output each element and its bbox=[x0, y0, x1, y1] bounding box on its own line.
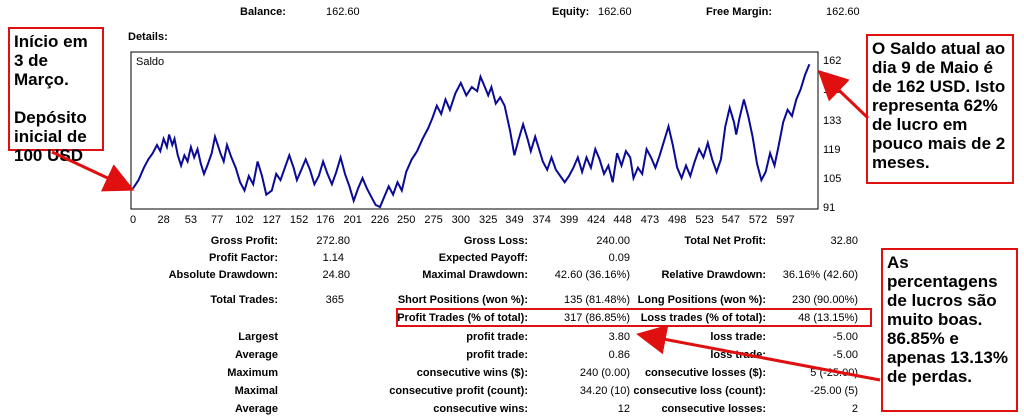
gross-loss-value: 240.00 bbox=[596, 235, 630, 247]
x-tick-label: 250 bbox=[397, 214, 415, 226]
x-tick-label: 498 bbox=[668, 214, 686, 226]
equity-label: Equity: bbox=[552, 6, 590, 18]
largest-profit-value: 3.80 bbox=[608, 331, 630, 343]
x-tick-label: 102 bbox=[235, 214, 253, 226]
x-tick-label: 523 bbox=[695, 214, 713, 226]
average-label: Average bbox=[234, 349, 278, 361]
expected-payoff-value: 0.09 bbox=[608, 252, 630, 264]
y-tick-label: 91 bbox=[823, 202, 835, 214]
total-net-profit-label: Total Net Profit: bbox=[684, 235, 766, 247]
largest-profit-label: profit trade: bbox=[466, 331, 528, 343]
average-loss-value: -5.00 bbox=[832, 349, 858, 361]
x-tick-label: 77 bbox=[211, 214, 223, 226]
relative-drawdown-value: 36.16% (42.60) bbox=[782, 269, 858, 281]
profit-factor-label: Profit Factor: bbox=[208, 252, 278, 264]
y-tick-label: 133 bbox=[823, 115, 841, 127]
y-tick-label: 119 bbox=[823, 144, 841, 156]
x-tick-label: 424 bbox=[587, 214, 605, 226]
x-tick-label: 572 bbox=[749, 214, 767, 226]
y-tick-label: 148 bbox=[823, 84, 841, 96]
x-tick-label: 275 bbox=[424, 214, 442, 226]
average-profit-label: profit trade: bbox=[466, 349, 528, 361]
start-deposit-note: Início em 3 de Março. Depósito inicial d… bbox=[8, 27, 104, 165]
x-tick-label: 448 bbox=[613, 214, 631, 226]
absolute-drawdown-value: 24.80 bbox=[322, 269, 350, 281]
profit-factor-value: 1.14 bbox=[322, 252, 344, 264]
x-tick-label: 28 bbox=[157, 214, 169, 226]
expected-payoff-label: Expected Payoff: bbox=[438, 252, 528, 264]
x-tick-label: 152 bbox=[290, 214, 308, 226]
largest-loss-value: -5.00 bbox=[832, 331, 858, 343]
max-consecutive-losses-value: 5 (-25.00) bbox=[810, 367, 858, 379]
largest-loss-label: loss trade: bbox=[710, 331, 766, 343]
x-tick-label: 0 bbox=[130, 214, 136, 226]
max-consecutive-wins-label: consecutive wins ($): bbox=[416, 367, 528, 379]
average-loss-label: loss trade: bbox=[710, 349, 766, 361]
total-trades-label: Total Trades: bbox=[210, 294, 278, 306]
chart-frame bbox=[130, 51, 819, 210]
maximal-consecutive-profit-label: consecutive profit (count): bbox=[389, 385, 528, 397]
x-tick-label: 226 bbox=[371, 214, 389, 226]
balance-label: Balance: bbox=[240, 6, 286, 18]
max-consecutive-losses-label: consecutive losses ($): bbox=[644, 367, 766, 379]
equity-value: 162.60 bbox=[598, 6, 632, 18]
long-positions-value: 230 (90.00%) bbox=[791, 294, 858, 306]
loss-trades-value: 48 (13.15%) bbox=[798, 312, 858, 324]
average-profit-value: 0.86 bbox=[608, 349, 630, 361]
x-tick-label: 597 bbox=[776, 214, 794, 226]
profit-trades-value: 317 (86.85%) bbox=[563, 312, 630, 324]
series-line-saldo bbox=[132, 63, 811, 209]
maximal-drawdown-value: 42.60 (36.16%) bbox=[554, 269, 630, 281]
profit-loss-highlight-box bbox=[396, 308, 872, 327]
x-tick-label: 473 bbox=[641, 214, 659, 226]
maximal-consecutive-profit-value: 34.20 (10) bbox=[579, 385, 630, 397]
current-balance-note: O Saldo atual ao dia 9 de Maio é de 162 … bbox=[866, 34, 1014, 184]
long-positions-label: Long Positions (won %): bbox=[637, 294, 766, 306]
x-tick-label: 399 bbox=[560, 214, 578, 226]
short-positions-label: Short Positions (won %): bbox=[397, 294, 528, 306]
total-trades-value: 365 bbox=[325, 294, 344, 306]
details-label: Details: bbox=[128, 31, 168, 43]
profit-percentage-note: As percentagens de lucros são muito boas… bbox=[881, 248, 1018, 412]
chart-title: Saldo bbox=[136, 56, 164, 68]
x-tick-label: 547 bbox=[722, 214, 740, 226]
max-consecutive-wins-value: 240 (0.00) bbox=[579, 367, 630, 379]
gross-profit-label: Gross Profit: bbox=[210, 235, 278, 247]
maximal-drawdown-label: Maximal Drawdown: bbox=[422, 269, 528, 281]
maximal-consecutive-loss-value: -25.00 (5) bbox=[810, 385, 858, 397]
avg-consecutive-wins-value: 12 bbox=[617, 403, 630, 415]
y-tick-label: 162 bbox=[823, 55, 841, 67]
avg-consecutive-losses-value: 2 bbox=[851, 403, 858, 415]
total-net-profit-value: 32.80 bbox=[830, 235, 858, 247]
free-margin-label: Free Margin: bbox=[706, 6, 773, 18]
x-tick-label: 325 bbox=[479, 214, 497, 226]
largest-label: Largest bbox=[238, 331, 278, 343]
x-tick-label: 300 bbox=[452, 214, 470, 226]
profit-trades-label: Profit Trades (% of total): bbox=[397, 312, 528, 324]
x-tick-label: 127 bbox=[263, 214, 281, 226]
maximal-consecutive-loss-label: consecutive loss (count): bbox=[633, 385, 766, 397]
x-tick-label: 53 bbox=[185, 214, 197, 226]
maximum-label: Maximum bbox=[227, 367, 278, 379]
x-tick-label: 374 bbox=[533, 214, 551, 226]
gross-loss-label: Gross Loss: bbox=[463, 235, 528, 247]
relative-drawdown-label: Relative Drawdown: bbox=[661, 269, 766, 281]
gross-profit-value: 272.80 bbox=[316, 235, 350, 247]
short-positions-value: 135 (81.48%) bbox=[563, 294, 630, 306]
average-consecutive-label: Average bbox=[234, 403, 278, 415]
absolute-drawdown-label: Absolute Drawdown: bbox=[168, 269, 278, 281]
avg-consecutive-losses-label: consecutive losses: bbox=[661, 403, 766, 415]
x-tick-label: 176 bbox=[316, 214, 334, 226]
x-tick-label: 349 bbox=[505, 214, 523, 226]
free-margin-value: 162.60 bbox=[826, 6, 860, 18]
loss-trades-label: Loss trades (% of total): bbox=[640, 312, 766, 324]
x-tick-label: 201 bbox=[343, 214, 361, 226]
y-tick-label: 105 bbox=[823, 173, 841, 185]
balance-value: 162.60 bbox=[326, 6, 360, 18]
maximal-label: Maximal bbox=[234, 385, 278, 397]
avg-consecutive-wins-label: consecutive wins: bbox=[433, 403, 528, 415]
